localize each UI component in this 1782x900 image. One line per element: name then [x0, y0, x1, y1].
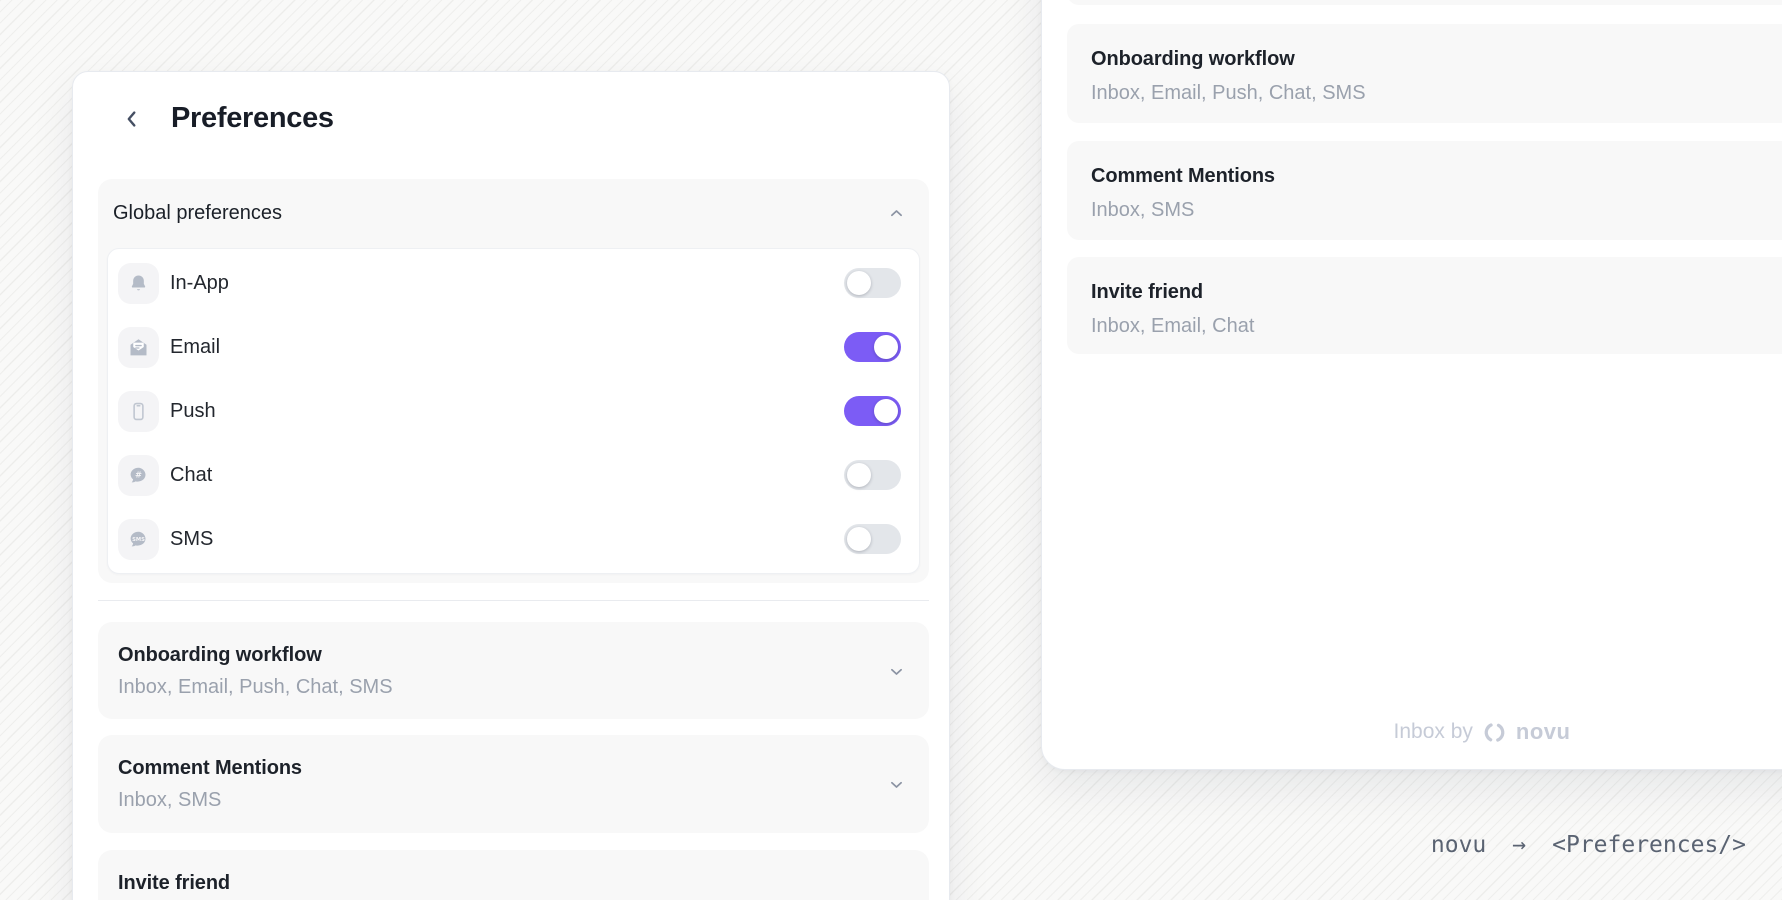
preferences-header: Preferences — [119, 102, 334, 135]
workflow-title: Invite friend — [118, 872, 231, 894]
channel-label: Push — [170, 399, 216, 422]
channel-row-sms: SMS SMS — [108, 507, 919, 571]
svg-text:#: # — [135, 469, 142, 479]
toggle-push[interactable] — [844, 396, 901, 426]
workflow-title: Comment Mentions — [118, 757, 302, 779]
workflow-title: Onboarding workflow — [118, 644, 322, 666]
channel-row-push: Push — [108, 379, 919, 443]
workflow-row-onboarding[interactable]: Onboarding workflow Inbox, Email, Push, … — [1067, 24, 1782, 123]
toggle-knob — [874, 335, 898, 359]
sms-icon: SMS — [118, 518, 159, 560]
workflow-row-invite-friend[interactable]: Invite friend Inbox, Email, Chat — [1067, 257, 1782, 354]
channel-label: Chat — [170, 463, 213, 486]
toggle-knob — [847, 271, 871, 295]
workflow-title: Invite friend — [1091, 281, 1204, 303]
workflow-card-invite-friend[interactable]: Invite friend — [98, 850, 929, 900]
workflow-title: Comment Mentions — [1091, 165, 1275, 187]
workflow-channels: Inbox, Email, Push, Chat, SMS — [1091, 82, 1366, 104]
inbox-branding[interactable]: Inbox by novu — [1042, 719, 1782, 745]
novu-wordmark: novu — [1515, 719, 1571, 744]
push-icon — [118, 390, 159, 432]
channel-row-in-app: In-App — [108, 251, 919, 315]
bell-icon — [118, 262, 159, 304]
workflow-card-onboarding[interactable]: Onboarding workflow Inbox, Email, Push, … — [98, 622, 929, 719]
inbox-by-label: Inbox by — [1393, 720, 1473, 743]
chevron-down-icon — [888, 776, 905, 793]
email-icon — [118, 326, 159, 368]
component-caption: novu → <Preferences/> — [1431, 832, 1746, 858]
back-button[interactable] — [119, 106, 145, 132]
chevron-up-icon — [888, 205, 905, 222]
channel-label: In-App — [170, 271, 229, 294]
workflow-channels: Inbox, SMS — [1091, 199, 1195, 221]
preferences-preview-panel: Onboarding workflow Inbox, Email, Push, … — [1041, 0, 1782, 770]
svg-text:SMS: SMS — [132, 536, 145, 542]
global-preferences-label: Global preferences — [113, 202, 282, 224]
toggle-knob — [847, 527, 871, 551]
caption-component: <Preferences/> — [1552, 832, 1746, 858]
chat-icon: # — [118, 454, 159, 496]
toggle-knob — [874, 399, 898, 423]
channels-card: In-App Email Push # — [107, 248, 920, 574]
workflow-title: Onboarding workflow — [1091, 48, 1295, 70]
chevron-down-icon — [888, 663, 905, 680]
toggle-chat[interactable] — [844, 460, 901, 490]
global-preferences-header[interactable]: Global preferences — [98, 179, 929, 248]
channel-label: SMS — [170, 527, 214, 550]
channel-row-email: Email — [108, 315, 919, 379]
channel-row-chat: # Chat — [108, 443, 919, 507]
workflow-row-partial — [1067, 0, 1782, 5]
preferences-panel: Preferences Global preferences In-App Em… — [72, 71, 950, 900]
chevron-left-icon — [121, 108, 143, 130]
workflow-channels: Inbox, SMS — [118, 789, 222, 811]
section-divider — [98, 600, 929, 601]
global-preferences-section: Global preferences In-App Email — [98, 179, 929, 583]
workflow-card-comment-mentions[interactable]: Comment Mentions Inbox, SMS — [98, 735, 929, 833]
workflow-channels: Inbox, Email, Push, Chat, SMS — [118, 676, 393, 698]
toggle-knob — [847, 463, 871, 487]
arrow-right-icon: → — [1512, 832, 1527, 858]
channel-label: Email — [170, 335, 221, 358]
toggle-email[interactable] — [844, 332, 901, 362]
toggle-in-app[interactable] — [844, 268, 901, 298]
workflow-row-comment-mentions[interactable]: Comment Mentions Inbox, SMS — [1067, 141, 1782, 240]
workflow-channels: Inbox, Email, Chat — [1091, 315, 1255, 337]
page-title: Preferences — [171, 102, 334, 134]
caption-brand: novu — [1430, 832, 1487, 858]
novu-logo-icon — [1483, 721, 1506, 744]
toggle-sms[interactable] — [844, 524, 901, 554]
